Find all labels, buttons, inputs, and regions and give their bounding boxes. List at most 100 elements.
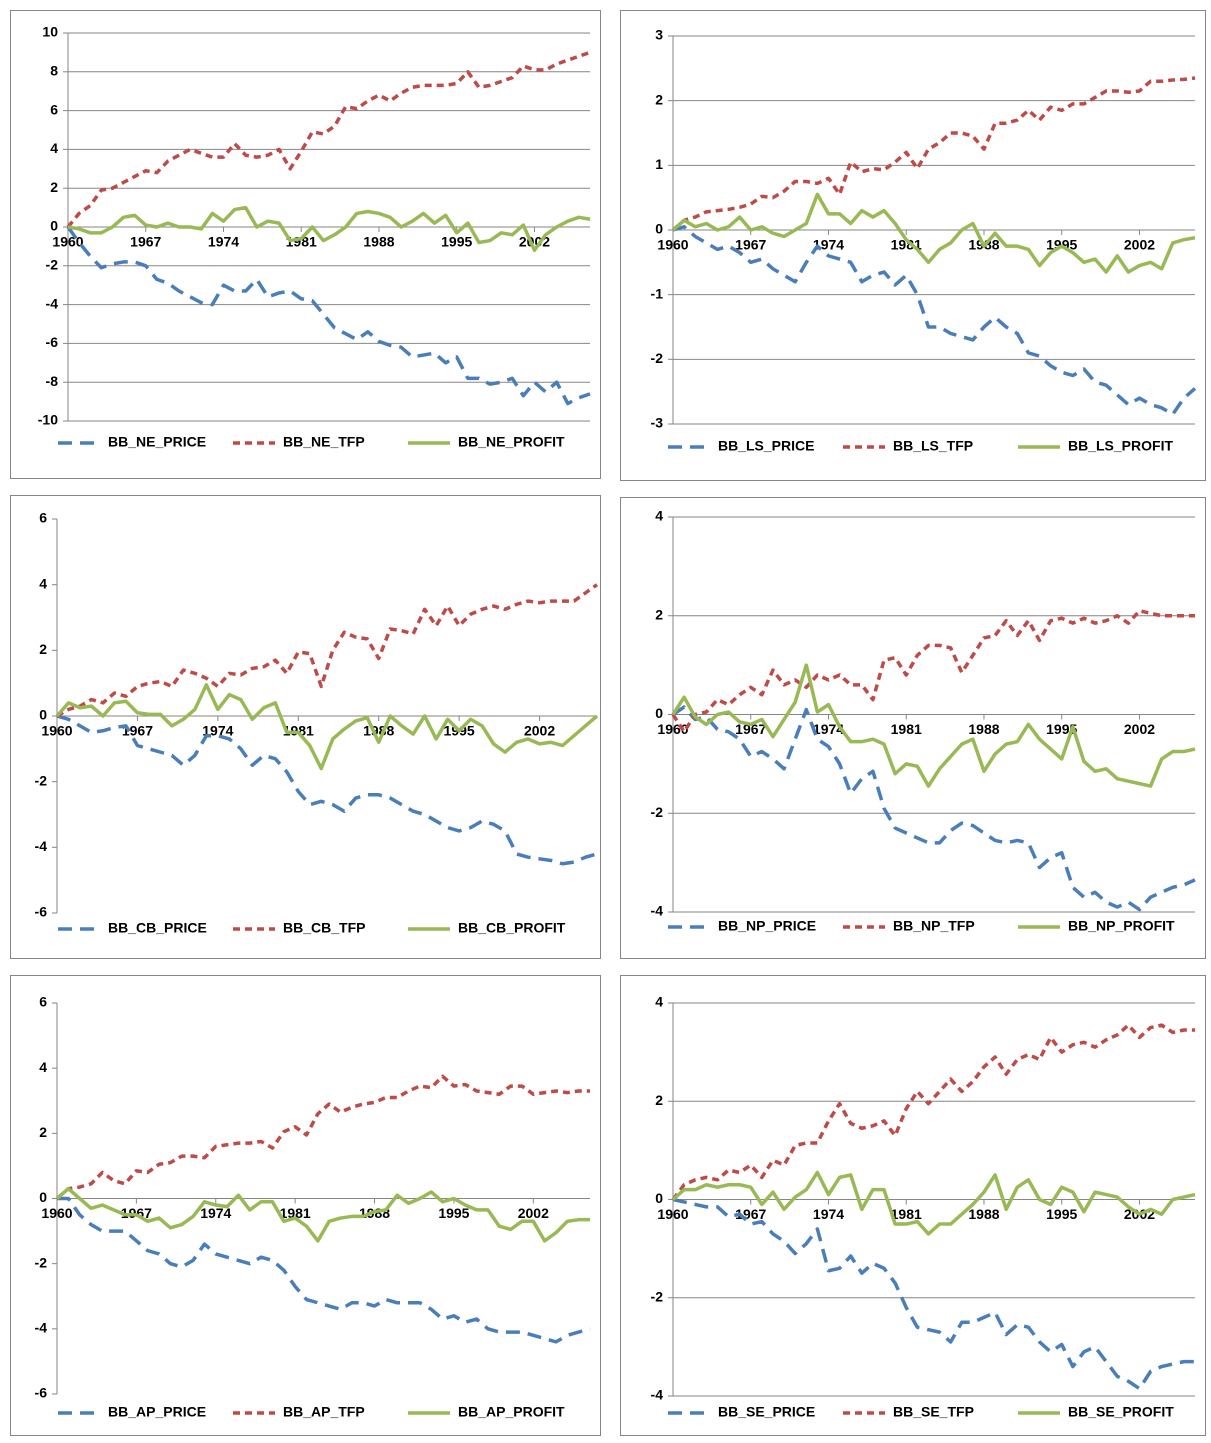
x-tick-label: 1960 <box>41 1205 72 1221</box>
y-tick-label: -4 <box>651 1387 664 1403</box>
legend-label: BB_CB_PROFIT <box>458 920 566 936</box>
y-tick-label: 4 <box>655 508 663 524</box>
x-tick-label: 1974 <box>200 1205 231 1221</box>
legend-label: BB_CB_PRICE <box>108 920 207 936</box>
y-tick-label: -1 <box>651 285 664 301</box>
y-tick-label: -6 <box>35 904 48 920</box>
series-line <box>671 192 1196 274</box>
y-tick-label: 3 <box>655 27 663 43</box>
x-tick-label: 2002 <box>1124 237 1155 253</box>
legend-label: BB_NP_PROFIT <box>1068 918 1175 934</box>
legend-label: BB_NP_PRICE <box>718 918 816 934</box>
y-tick-label: 2 <box>39 641 47 657</box>
series-line <box>672 705 1196 912</box>
y-tick-label: 6 <box>50 101 58 117</box>
legend-label: BB_NE_PROFIT <box>458 434 565 450</box>
y-tick-label: 4 <box>655 994 663 1010</box>
series-line <box>56 583 599 718</box>
y-tick-label: 10 <box>42 24 58 40</box>
y-tick-label: 4 <box>39 1059 47 1075</box>
x-tick-label: 1981 <box>891 1206 922 1222</box>
series-line <box>55 1074 590 1200</box>
legend-label: BB_NP_TFP <box>893 918 975 934</box>
y-tick-label: -2 <box>46 257 59 273</box>
x-tick-label: 1974 <box>813 721 844 737</box>
y-tick-label: -8 <box>46 373 59 389</box>
x-tick-label: 1967 <box>735 237 766 253</box>
chart-frame <box>10 975 601 1436</box>
legend-label: BB_LS_PRICE <box>718 438 814 454</box>
x-tick-label: 1974 <box>208 234 239 250</box>
x-tick-label: 1995 <box>441 234 472 250</box>
y-tick-label: -2 <box>35 1254 48 1270</box>
x-tick-label: 2002 <box>524 723 555 739</box>
y-tick-label: 4 <box>39 575 47 591</box>
series-line <box>56 714 598 866</box>
legend-label: BB_CB_TFP <box>283 920 365 936</box>
x-tick-label: 1995 <box>1046 1206 1077 1222</box>
legend-label: BB_SE_PROFIT <box>1068 1404 1174 1420</box>
chart-frame <box>10 495 601 959</box>
x-tick-label: 1988 <box>968 721 999 737</box>
y-tick-label: 0 <box>39 707 47 723</box>
y-tick-label: 0 <box>39 1189 47 1205</box>
y-tick-label: 6 <box>39 510 47 526</box>
y-tick-label: -10 <box>38 412 58 428</box>
y-tick-label: -6 <box>46 334 59 350</box>
y-tick-label: 0 <box>655 705 663 721</box>
legend-label: BB_LS_TFP <box>893 438 973 454</box>
series-line <box>67 205 591 253</box>
x-tick-label: 1960 <box>52 234 83 250</box>
x-tick-label: 2002 <box>1124 721 1155 737</box>
x-tick-label: 1960 <box>657 237 688 253</box>
series-line <box>66 225 591 406</box>
legend-label: BB_AP_TFP <box>283 1404 365 1420</box>
y-tick-label: 4 <box>50 140 58 156</box>
y-tick-label: 2 <box>39 1124 47 1140</box>
y-tick-label: -4 <box>35 838 48 854</box>
y-tick-label: 6 <box>39 994 47 1010</box>
y-tick-label: -2 <box>651 804 664 820</box>
y-tick-label: -2 <box>35 772 48 788</box>
y-tick-label: -4 <box>46 295 59 311</box>
series-line <box>55 1186 590 1243</box>
series-line <box>671 76 1196 232</box>
series-line <box>66 50 591 229</box>
legend-label: BB_AP_PROFIT <box>458 1404 565 1420</box>
legend-label: BB_NE_PRICE <box>108 434 206 450</box>
x-tick-label: 1988 <box>363 234 394 250</box>
x-tick-label: 1960 <box>41 723 72 739</box>
series-line <box>671 609 1195 734</box>
x-tick-label: 1995 <box>438 1205 469 1221</box>
y-tick-label: 2 <box>50 179 58 195</box>
x-tick-label: 1981 <box>891 721 922 737</box>
legend-label: BB_SE_PRICE <box>718 1404 815 1420</box>
series-line <box>672 225 1197 417</box>
x-tick-label: 1967 <box>122 723 153 739</box>
legend-label: BB_NE_TFP <box>283 434 365 450</box>
series-line <box>671 663 1196 788</box>
x-tick-label: 1974 <box>813 1206 844 1222</box>
y-tick-label: 8 <box>50 63 58 79</box>
x-tick-label: 1988 <box>968 1206 999 1222</box>
y-tick-label: 2 <box>655 606 663 622</box>
y-tick-label: -4 <box>651 903 664 919</box>
x-tick-label: 1960 <box>657 1206 688 1222</box>
y-tick-label: -2 <box>651 350 664 366</box>
y-tick-label: -2 <box>651 1288 664 1304</box>
y-tick-label: 0 <box>655 1190 663 1206</box>
y-tick-label: 0 <box>50 218 58 234</box>
y-tick-label: 2 <box>655 91 663 107</box>
chart-frame <box>10 10 601 479</box>
x-tick-label: 2002 <box>518 1205 549 1221</box>
legend-label: BB_SE_TFP <box>893 1404 974 1420</box>
y-tick-label: -3 <box>651 415 664 431</box>
x-tick-label: 1988 <box>363 723 394 739</box>
x-tick-label: 1967 <box>735 721 766 737</box>
x-tick-label: 1981 <box>286 234 317 250</box>
